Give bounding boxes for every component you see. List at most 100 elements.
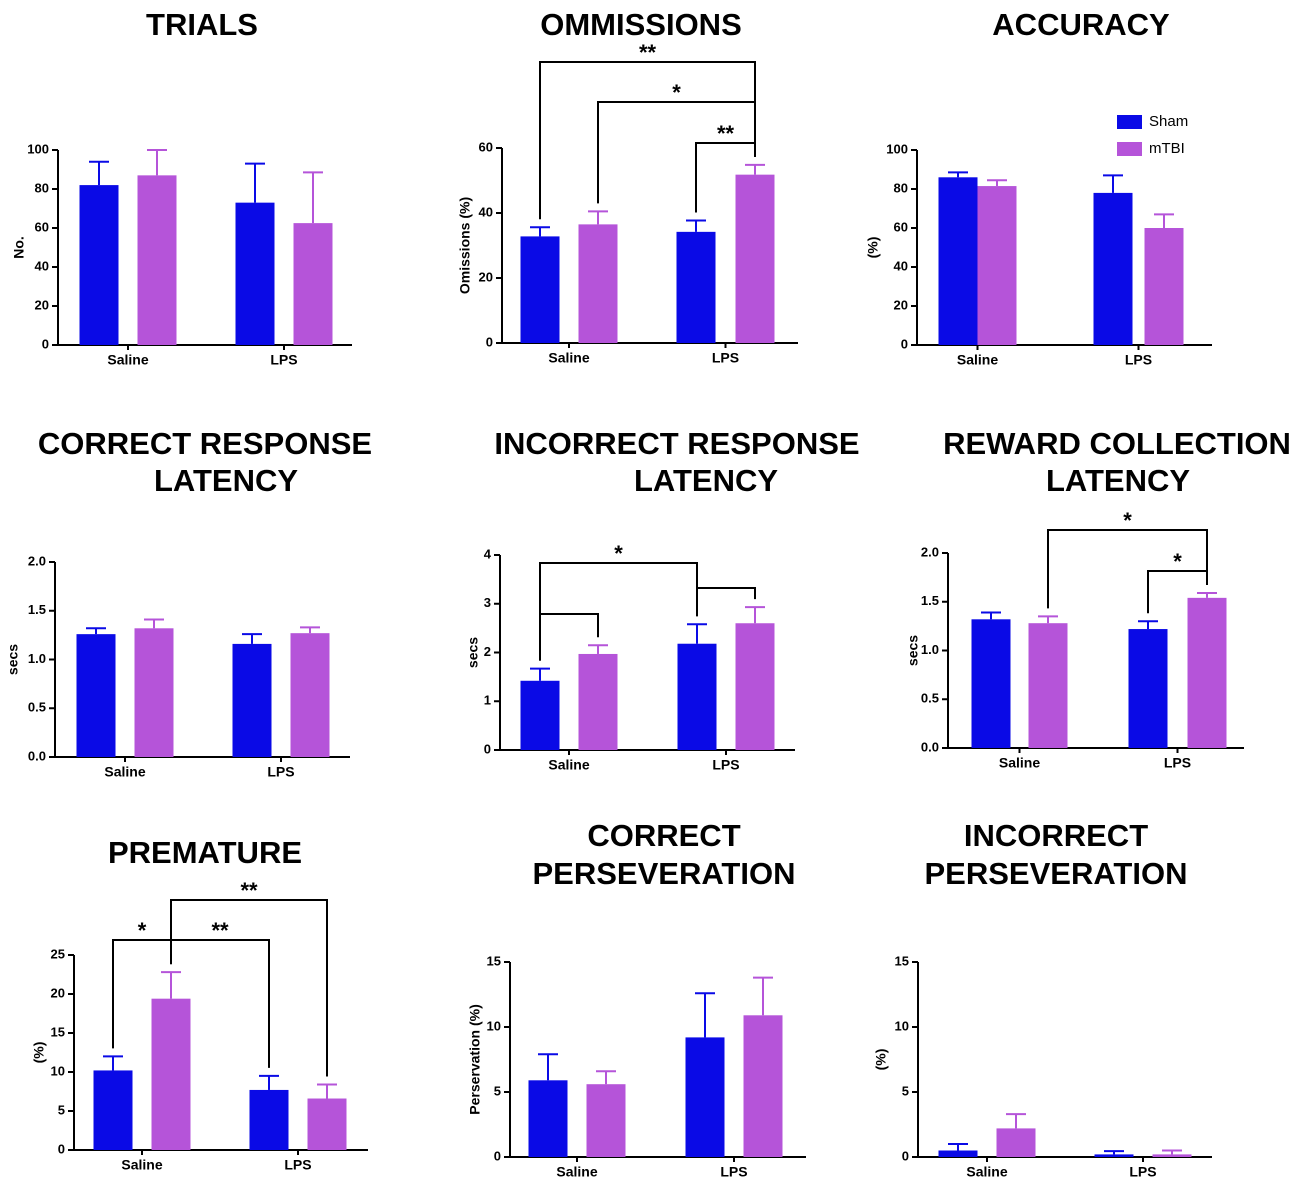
- bar-sham-lps: [232, 643, 272, 757]
- y-tick-label: 80: [35, 180, 49, 195]
- y-tick-label: 15: [51, 1024, 65, 1039]
- y-tick-label: 0: [486, 334, 493, 349]
- y-tick-label: 40: [479, 204, 493, 219]
- y-tick-label: 1: [484, 693, 491, 708]
- bar-sham-lps: [249, 1089, 289, 1150]
- panel-title: ACCURACY: [992, 7, 1170, 42]
- significance-label: **: [240, 878, 258, 903]
- significance-label: *: [1123, 508, 1132, 533]
- y-tick-label: 0: [494, 1148, 501, 1163]
- y-axis-label: secs: [465, 637, 481, 668]
- significance-label: **: [717, 121, 735, 146]
- panel-title: PERSEVERATION: [533, 856, 796, 891]
- y-axis-label: secs: [5, 644, 21, 675]
- y-tick-label: 2: [484, 644, 491, 659]
- bar-sham-saline: [79, 185, 119, 345]
- y-tick-label: 0: [42, 336, 49, 351]
- significance-label: *: [1173, 549, 1182, 574]
- y-tick-label: 60: [894, 219, 908, 234]
- y-tick-label: 20: [51, 985, 65, 1000]
- bar-mtbi-saline: [586, 1084, 626, 1157]
- bar-mtbi-saline: [578, 224, 618, 343]
- bar-mtbi-saline: [977, 186, 1017, 345]
- bar-sham-saline: [520, 236, 560, 343]
- y-tick-label: 4: [484, 546, 492, 561]
- y-tick-label: 100: [886, 141, 908, 156]
- x-tick-label: Saline: [121, 1157, 162, 1173]
- significance-bracket: [597, 101, 756, 204]
- x-tick-label: Saline: [556, 1164, 597, 1180]
- y-axis-label: (%): [865, 237, 881, 259]
- y-tick-label: 10: [487, 1018, 501, 1033]
- x-tick-label: Saline: [966, 1164, 1007, 1180]
- y-tick-label: 1.5: [28, 602, 46, 617]
- x-tick-label: Saline: [107, 352, 148, 368]
- y-tick-label: 40: [894, 258, 908, 273]
- legend: Sham mTBI: [1117, 113, 1188, 157]
- panel-1: TRIALS 0 20 40 60 80 100 No. Saline LPS: [11, 7, 352, 368]
- y-tick-label: 2.0: [28, 553, 46, 568]
- y-tick-label: 0: [901, 336, 908, 351]
- y-tick-label: 60: [479, 139, 493, 154]
- y-tick-label: 5: [902, 1083, 909, 1098]
- bar-mtbi-lps: [1187, 597, 1227, 748]
- panel-title: TRIALS: [146, 7, 258, 42]
- panel-title: CORRECT: [587, 818, 740, 853]
- significance-bracket: [1147, 570, 1208, 614]
- bar-mtbi-saline: [996, 1128, 1036, 1157]
- y-tick-label: 10: [51, 1063, 65, 1078]
- y-axis-label: (%): [873, 1049, 889, 1071]
- bar-sham-saline: [971, 619, 1011, 748]
- panel-title: INCORRECT: [964, 818, 1148, 853]
- panel-title: CORRECT RESPONSE: [38, 426, 372, 461]
- panel-title: LATENCY: [154, 463, 298, 498]
- y-tick-label: 5: [58, 1102, 65, 1117]
- panel-2: OMMISSIONS 0 20 40 60 Omissions (%) Saline LPS *…: [457, 7, 798, 366]
- bar-sham-lps: [235, 202, 275, 345]
- bar-sham-lps: [1094, 1154, 1134, 1157]
- y-tick-label: 0.5: [28, 700, 46, 715]
- y-axis-label: Omissions (%): [457, 197, 473, 294]
- y-tick-label: 5: [494, 1083, 501, 1098]
- panel-title: LATENCY: [1046, 463, 1190, 498]
- x-tick-label: Saline: [548, 350, 589, 366]
- bar-sham-lps: [676, 231, 716, 343]
- x-tick-label: LPS: [712, 757, 739, 773]
- bar-mtbi-lps: [735, 623, 775, 750]
- y-tick-label: 0: [902, 1148, 909, 1163]
- y-tick-label: 15: [895, 953, 909, 968]
- panel-title: REWARD COLLECTION: [943, 426, 1291, 461]
- bar-mtbi-lps: [290, 633, 330, 757]
- x-tick-label: LPS: [720, 1164, 747, 1180]
- panel-title: OMMISSIONS: [540, 7, 742, 42]
- y-tick-label: 100: [27, 141, 49, 156]
- bar-sham-saline: [76, 634, 116, 757]
- y-tick-label: 2.0: [921, 544, 939, 559]
- bar-mtbi-lps: [307, 1098, 347, 1150]
- bar-mtbi-lps: [293, 223, 333, 345]
- bar-sham-saline: [938, 1150, 978, 1157]
- y-tick-label: 20: [479, 269, 493, 284]
- bar-mtbi-saline: [1028, 623, 1068, 748]
- x-tick-label: Saline: [104, 764, 145, 780]
- y-axis-label: secs: [905, 635, 921, 666]
- significance-bracket: [539, 562, 698, 661]
- bar-mtbi-saline: [151, 998, 191, 1150]
- x-tick-label: LPS: [270, 352, 297, 368]
- significance-label: *: [138, 918, 147, 943]
- significance-bracket: [1047, 529, 1208, 609]
- bar-mtbi-lps: [1144, 228, 1184, 345]
- x-tick-label: Saline: [957, 352, 998, 368]
- significance-bracket: [696, 587, 756, 617]
- significance-label: **: [639, 40, 657, 65]
- bar-sham-lps: [1093, 192, 1133, 345]
- legend-swatch-sham: [1117, 115, 1142, 129]
- significance-bracket: [539, 613, 599, 661]
- x-tick-label: LPS: [1164, 755, 1191, 771]
